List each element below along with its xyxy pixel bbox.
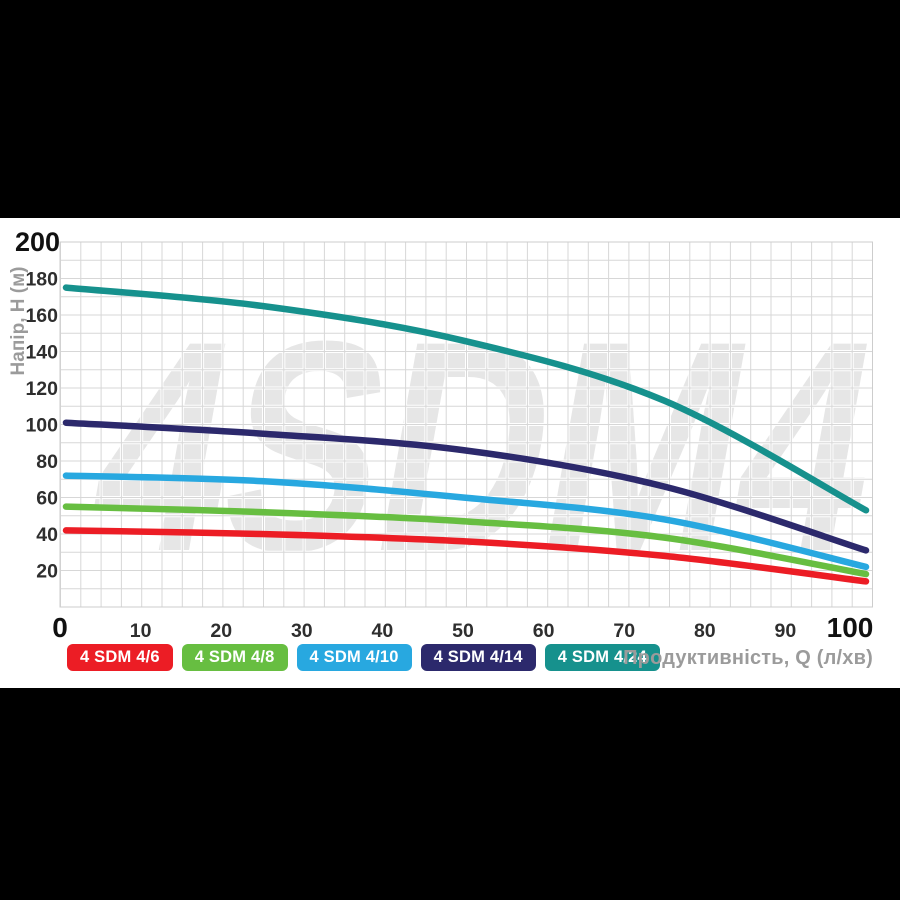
tick-label: 40	[372, 620, 394, 642]
axis-tick-labels: 0 10 20 30 40 50 60 70 80 90 100 20 40 60 80 100 120 140 1…	[15, 227, 873, 643]
tick-label: 40	[36, 524, 58, 546]
tick-label: 20	[210, 620, 232, 642]
tick-label: 160	[25, 305, 58, 327]
curve-4-sdm-4-6	[62, 527, 870, 585]
plot-border	[59, 241, 873, 608]
tick-label: 70	[613, 620, 635, 642]
legend-chip-4-sdm-4-6[interactable]: 4 SDM 4/6	[67, 644, 173, 671]
chart-panel: 4SDM4 0 10 20 30 40 50 60 70 80 90 100 20 40 60 80 100 1…	[0, 218, 900, 688]
curve-4-sdm-4-8	[62, 503, 870, 578]
y-axis-title: Напір, H (м)	[8, 267, 29, 376]
legend-chip-4-sdm-4-10[interactable]: 4 SDM 4/10	[296, 644, 412, 671]
legend-chip-4-sdm-4-24[interactable]: 4 SDM 4/24	[544, 644, 660, 671]
tick-label: 100	[25, 415, 58, 437]
x-axis-title: Продуктивність, Q (л/хв)	[623, 647, 873, 669]
tick-label: 60	[36, 488, 58, 510]
tick-label: 80	[36, 451, 58, 473]
tick-label: 10	[130, 620, 152, 642]
tick-label: 50	[452, 620, 474, 642]
legend-chip-4-sdm-4-14[interactable]: 4 SDM 4/14	[420, 644, 536, 671]
tick-label: 80	[694, 620, 716, 642]
tick-label: 20	[36, 561, 58, 583]
tick-label: 100	[827, 612, 874, 643]
tick-label: 180	[25, 269, 58, 291]
pump-curves	[62, 284, 870, 585]
curve-4-sdm-4-10	[62, 472, 870, 571]
top-letterbox-bar	[0, 0, 900, 218]
pump-curves-chart: 4SDM4 0 10 20 30 40 50 60 70 80 90 100204060801001…	[8, 227, 900, 643]
tick-label: 140	[25, 342, 58, 364]
tick-label: 200	[15, 227, 60, 257]
tick-label: 0	[52, 612, 68, 643]
curve-4-sdm-4-14	[62, 419, 870, 554]
curve-4-sdm-4-24	[62, 284, 870, 514]
tick-label: 60	[533, 620, 555, 642]
tick-label: 90	[775, 620, 797, 642]
bottom-letterbox-bar	[0, 688, 900, 900]
tick-label: 30	[291, 620, 313, 642]
legend: 4 SDM 4/6 4 SDM 4/8 4 SDM 4/10 4 SDM 4/14 4 …	[67, 644, 660, 671]
legend-chip-4-sdm-4-8[interactable]: 4 SDM 4/8	[181, 644, 288, 671]
tick-label: 120	[25, 378, 58, 400]
